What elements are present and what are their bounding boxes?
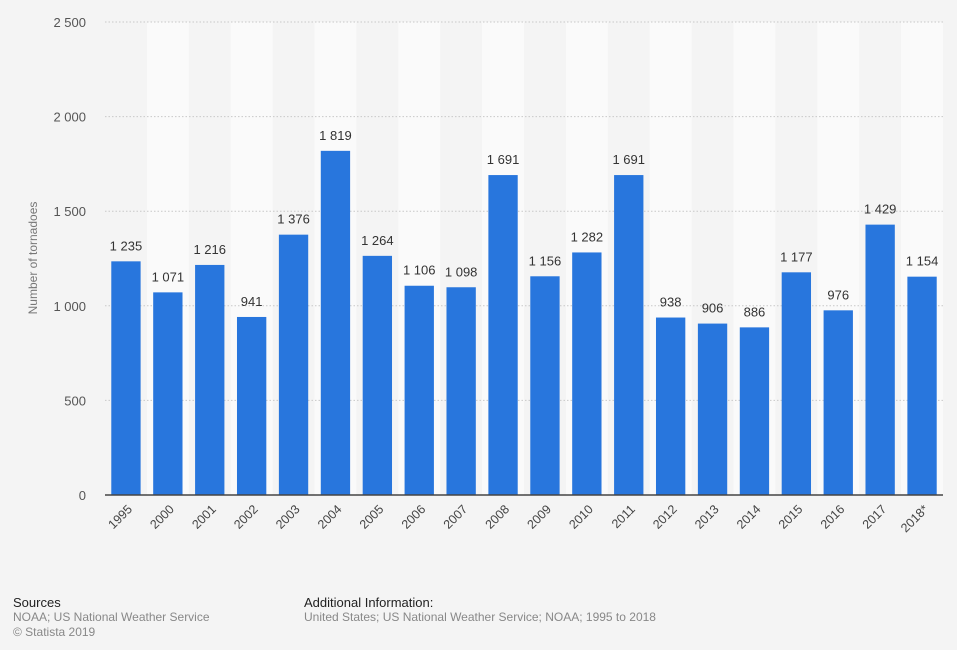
x-tick-label: 2017 bbox=[860, 502, 890, 532]
bar[interactable] bbox=[697, 323, 728, 495]
bar[interactable] bbox=[781, 272, 812, 495]
x-tick-label: 2000 bbox=[147, 502, 177, 532]
x-tick-label: 2004 bbox=[315, 502, 345, 532]
data-label: 906 bbox=[702, 301, 724, 316]
bar[interactable] bbox=[488, 175, 518, 495]
x-tick-label: 2014 bbox=[734, 502, 764, 532]
bar[interactable] bbox=[320, 150, 351, 495]
data-label: 1 177 bbox=[780, 249, 813, 264]
sources-heading: Sources bbox=[13, 595, 61, 610]
x-tick-label: 2011 bbox=[609, 502, 638, 531]
x-tick-label: 2013 bbox=[692, 502, 722, 532]
data-label: 886 bbox=[744, 304, 766, 319]
x-tick-label: 2012 bbox=[650, 502, 680, 532]
x-tick-label: 2015 bbox=[776, 502, 806, 532]
data-label: 1 376 bbox=[277, 212, 310, 227]
bar[interactable] bbox=[739, 327, 770, 495]
bar[interactable] bbox=[111, 261, 141, 495]
sources-block: Sources NOAA; US National Weather Servic… bbox=[13, 595, 210, 640]
y-tick-label: 2 000 bbox=[53, 110, 86, 125]
bar[interactable] bbox=[404, 285, 434, 495]
bar[interactable] bbox=[530, 276, 560, 495]
data-label: 1 156 bbox=[529, 253, 562, 268]
bar[interactable] bbox=[236, 316, 267, 495]
x-tick-label: 2003 bbox=[273, 502, 303, 532]
sources-text: NOAA; US National Weather Service bbox=[13, 610, 210, 624]
additional-info-heading: Additional Information: bbox=[304, 595, 434, 610]
additional-info-text: United States; US National Weather Servi… bbox=[304, 610, 656, 624]
y-tick-label: 2 500 bbox=[53, 15, 86, 30]
x-axis-ticks: 1995 2000 2001 2002 2003 2004 2005 2006 2007 2008… bbox=[106, 502, 932, 535]
data-label: 1 691 bbox=[612, 152, 645, 167]
x-tick-label: 2010 bbox=[566, 502, 596, 532]
x-tick-label: 2005 bbox=[357, 502, 387, 532]
y-axis-label: Number of tornadoes bbox=[26, 202, 40, 315]
bar[interactable] bbox=[865, 224, 895, 496]
data-label: 1 235 bbox=[110, 238, 143, 253]
copyright-text: © Statista 2019 bbox=[13, 625, 96, 639]
data-label: 1 691 bbox=[487, 152, 520, 167]
bar[interactable] bbox=[362, 255, 393, 495]
y-tick-label: 500 bbox=[64, 393, 86, 408]
bar[interactable] bbox=[446, 287, 476, 495]
x-tick-label: 1995 bbox=[106, 502, 136, 532]
bars bbox=[111, 150, 937, 496]
data-labels: 1 235 1 071 1 216 941 1 376 1 819 1 264 1 106 1 … bbox=[110, 128, 939, 320]
x-tick-label: 2002 bbox=[231, 502, 261, 532]
additional-info-block: Additional Information: United States; U… bbox=[304, 595, 656, 625]
y-axis-ticks: 0 500 1 000 1 500 2 000 2 500 bbox=[53, 15, 86, 503]
data-label: 1 264 bbox=[361, 233, 394, 248]
data-label: 941 bbox=[241, 294, 263, 309]
bar[interactable] bbox=[907, 276, 937, 495]
bar[interactable] bbox=[195, 264, 225, 495]
y-tick-label: 0 bbox=[79, 488, 86, 503]
y-tick-label: 1 000 bbox=[53, 299, 86, 314]
data-label: 1 429 bbox=[864, 202, 897, 217]
data-label: 1 071 bbox=[152, 269, 185, 284]
x-tick-label: 2018* bbox=[898, 502, 931, 535]
data-label: 976 bbox=[827, 287, 849, 302]
data-label: 938 bbox=[660, 295, 682, 310]
data-label: 1 106 bbox=[403, 263, 436, 278]
x-tick-label: 2009 bbox=[525, 502, 555, 532]
bar[interactable] bbox=[278, 234, 309, 495]
bar[interactable] bbox=[823, 310, 853, 495]
data-label: 1 154 bbox=[906, 254, 939, 269]
x-tick-label: 2008 bbox=[483, 502, 513, 532]
bar[interactable] bbox=[614, 175, 644, 495]
data-label: 1 819 bbox=[319, 128, 352, 143]
x-tick-label: 2001 bbox=[189, 502, 219, 532]
data-label: 1 216 bbox=[193, 242, 226, 257]
y-tick-label: 1 500 bbox=[53, 204, 86, 219]
bar[interactable] bbox=[153, 292, 183, 495]
bar[interactable] bbox=[572, 252, 602, 495]
x-tick-label: 2016 bbox=[818, 502, 848, 532]
x-tick-label: 2007 bbox=[441, 502, 471, 532]
bar[interactable] bbox=[655, 317, 686, 495]
data-label: 1 098 bbox=[445, 264, 478, 279]
x-tick-label: 2006 bbox=[399, 502, 429, 532]
data-label: 1 282 bbox=[571, 229, 604, 244]
